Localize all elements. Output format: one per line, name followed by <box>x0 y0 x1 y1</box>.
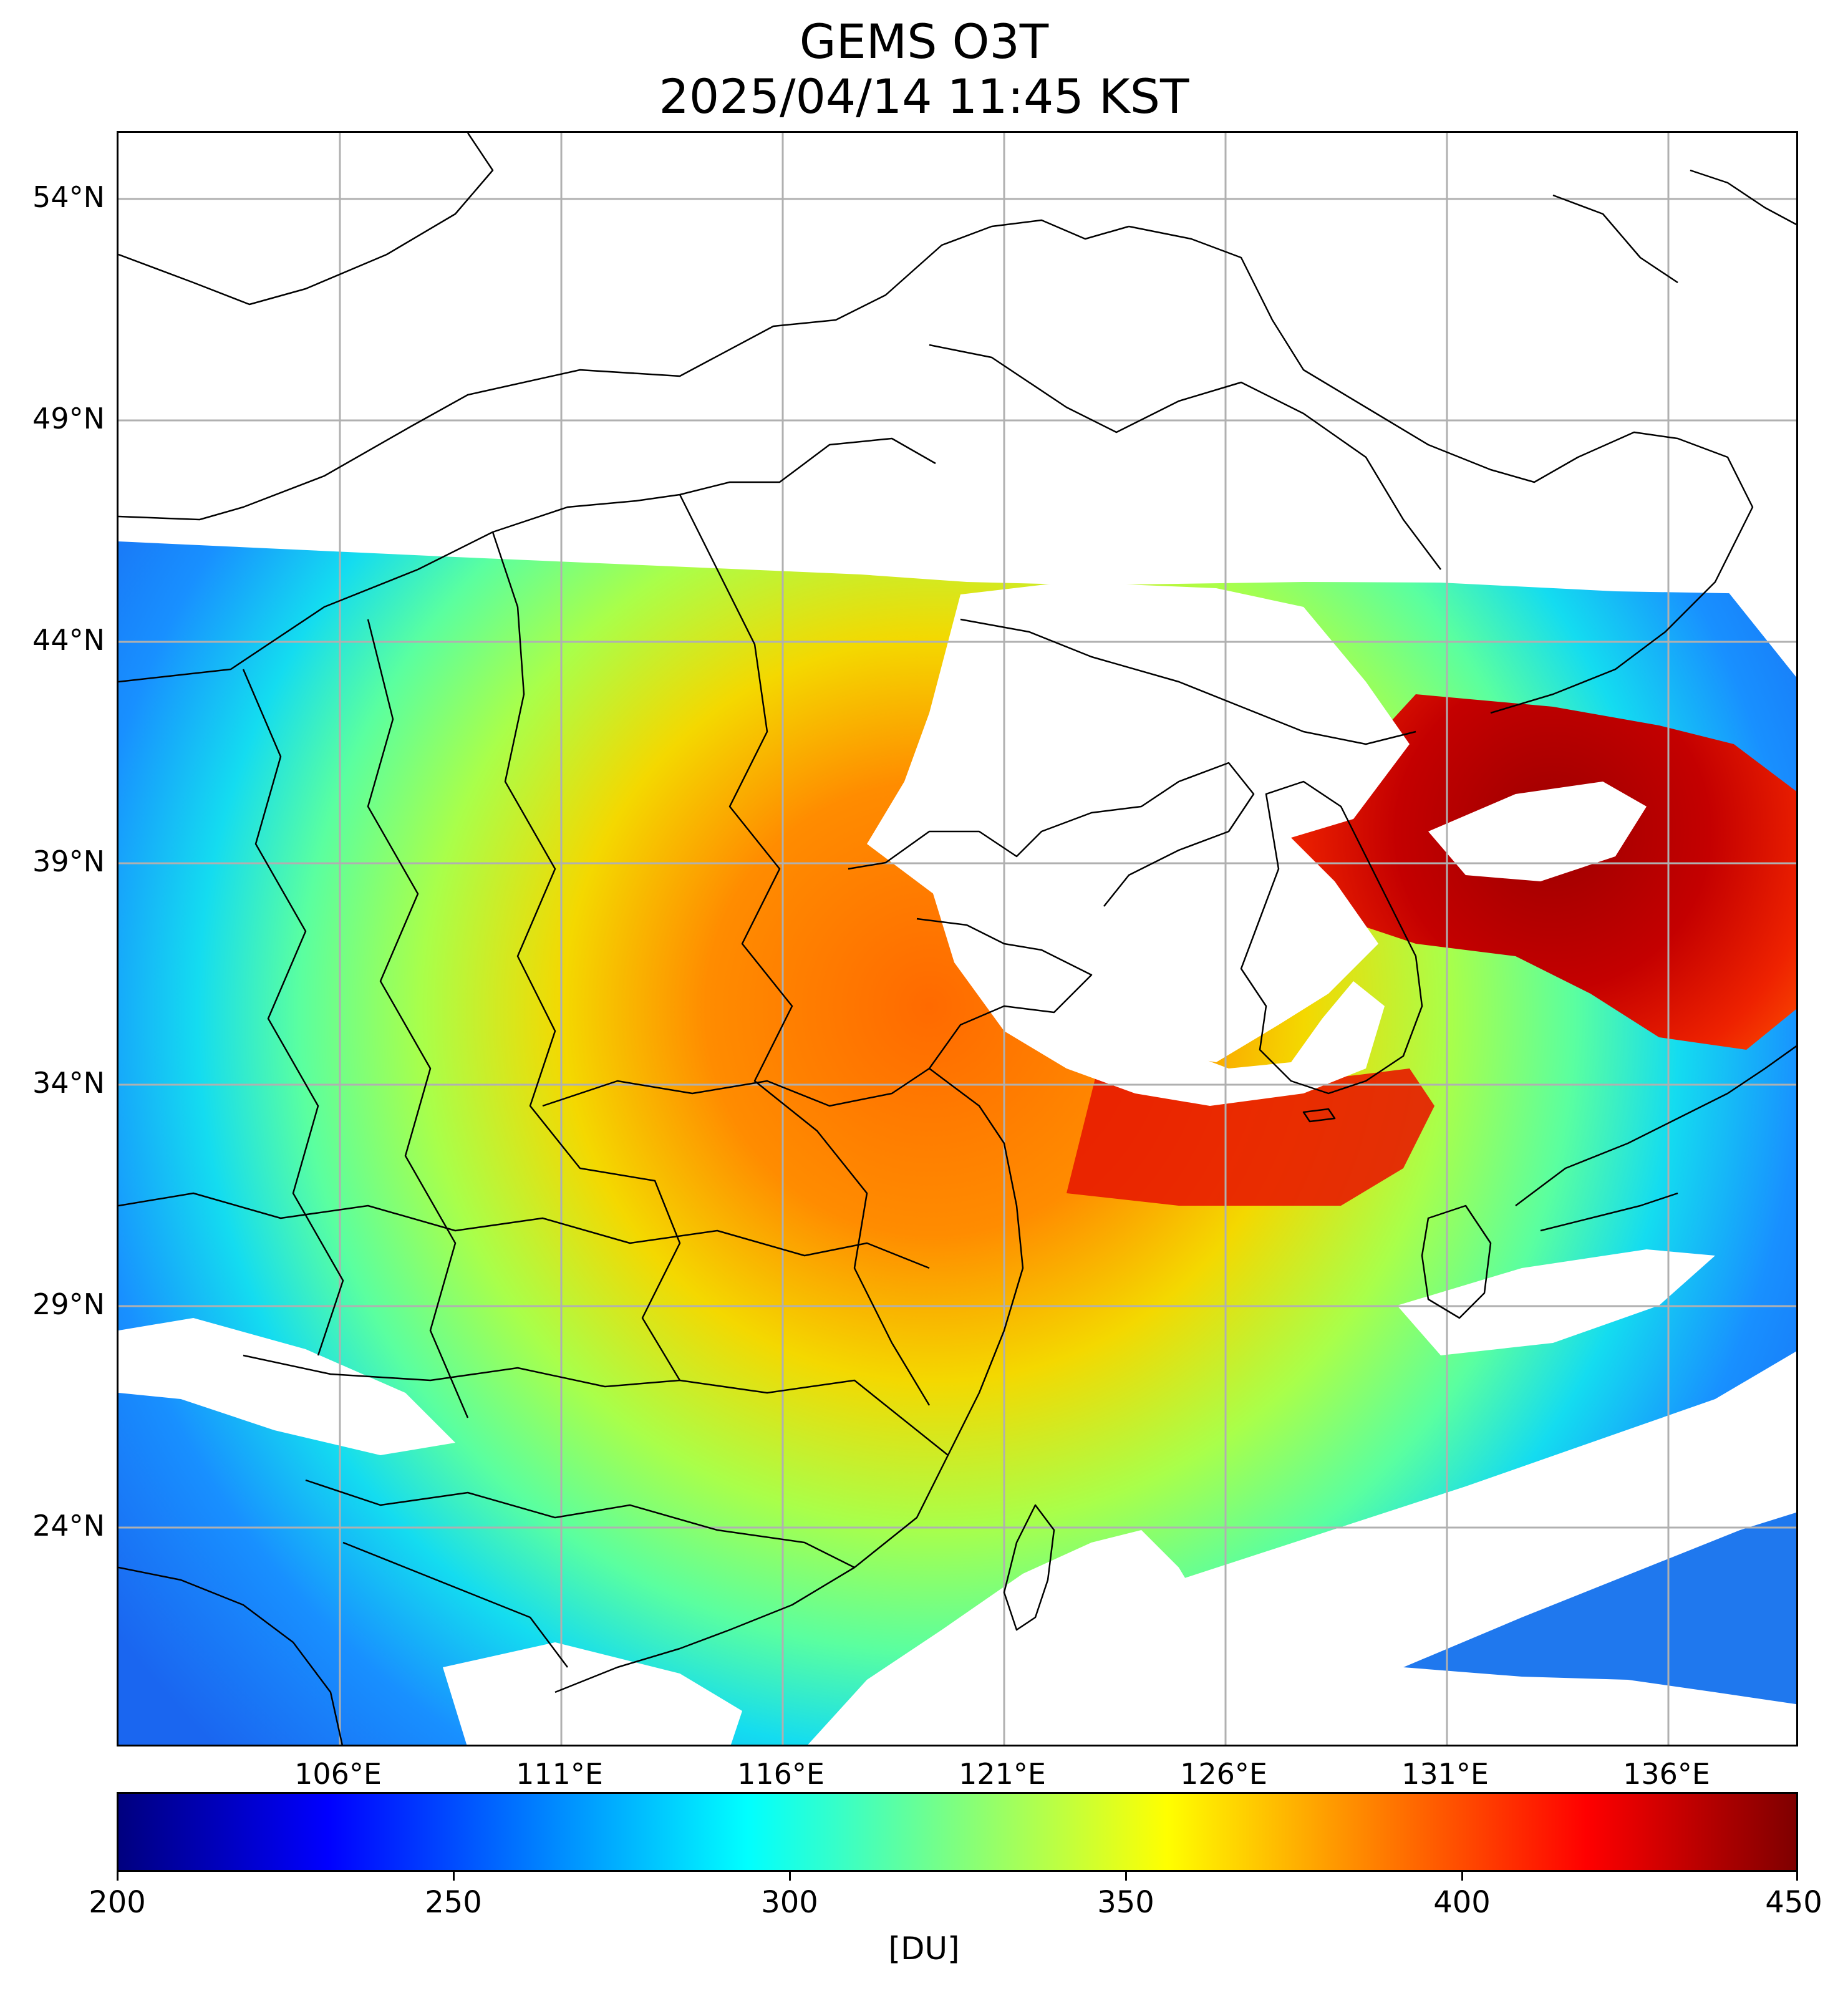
lon-label-126E: 126°E <box>1180 1757 1267 1791</box>
province-guangxi <box>342 1541 568 1668</box>
province-south-1 <box>243 1354 949 1456</box>
province-central-1 <box>542 1067 930 1107</box>
colorbar-tick <box>1461 1872 1463 1881</box>
coast-kyushu <box>1421 1204 1492 1319</box>
boundary-mongolia-china <box>119 219 1130 521</box>
lon-label-131E: 131°E <box>1401 1757 1489 1791</box>
coast-bohai <box>848 762 1255 907</box>
province-north-china-2 <box>679 494 931 1406</box>
colorbar-tick <box>1125 1872 1127 1881</box>
graticule <box>119 133 1796 1745</box>
boundary-russia-mongolia <box>119 133 494 306</box>
lat-label-54N: 54°N <box>32 180 105 214</box>
map-subtitle-timestamp: 2025/04/14 11:45 KST <box>659 69 1189 124</box>
cloud-mask-southwest <box>119 1318 455 1455</box>
coast-japan-honshu <box>1515 1045 1796 1206</box>
province-west-1 <box>242 669 344 1356</box>
lat-label-29N: 29°N <box>32 1287 105 1321</box>
boundary-jilin-liaoning <box>960 618 1416 745</box>
boundaries <box>119 133 1796 1745</box>
boundary-northeast <box>1128 225 1754 714</box>
cloud-mask-north <box>119 133 1796 594</box>
province-north-china-1 <box>491 531 681 1381</box>
lon-label-111E: 111°E <box>516 1757 603 1791</box>
colorbar-tick <box>453 1872 455 1881</box>
colorbar-label-250: 250 <box>425 1885 482 1920</box>
lon-label-121E: 121°E <box>959 1757 1046 1791</box>
ozone-band-southeast <box>1403 1512 1796 1705</box>
coast-shandong <box>916 918 1093 1069</box>
colorbar-label-200: 200 <box>89 1885 146 1920</box>
lon-label-116E: 116°E <box>737 1757 825 1791</box>
province-vietnam-laos <box>119 1566 343 1745</box>
colorbar-label-300: 300 <box>761 1885 818 1920</box>
lon-label-136E: 136°E <box>1623 1757 1710 1791</box>
lat-label-39N: 39°N <box>32 845 105 878</box>
lat-label-44N: 44°N <box>32 623 105 657</box>
colorbar-tick <box>789 1872 791 1881</box>
cloud-mask-japan-sea <box>1428 782 1647 881</box>
cloud-mask-yellow-sea <box>929 881 1385 1106</box>
lat-label-49N: 49°N <box>32 402 105 435</box>
coast-japan-shikoku <box>1540 1192 1678 1232</box>
coast-sakhalin <box>1552 194 1678 284</box>
colorbar-tick <box>1796 1872 1798 1881</box>
cloud-mask-south-coast <box>443 1642 742 1745</box>
map-panel[interactable] <box>117 131 1798 1746</box>
coast-taiwan <box>1003 1504 1055 1631</box>
coast-jeju <box>1302 1108 1336 1123</box>
lat-label-34N: 34°N <box>32 1066 105 1100</box>
province-south-2 <box>305 1479 855 1569</box>
colorbar-label-400: 400 <box>1433 1885 1491 1920</box>
province-central-2 <box>119 1192 930 1269</box>
colorbar-label-450: 450 <box>1765 1885 1822 1920</box>
lon-label-106E: 106°E <box>294 1757 382 1791</box>
boundary-heilongjiang <box>929 344 1441 570</box>
colorbar-label-350: 350 <box>1097 1885 1154 1920</box>
coast-korea <box>1240 780 1423 1095</box>
cloud-mask-kyushu-south <box>1397 1249 1715 1355</box>
boundary-inner-mongolia <box>119 437 936 683</box>
ozone-map <box>119 133 1796 1745</box>
province-west-2 <box>367 619 469 1418</box>
colorbar-tick <box>117 1872 119 1881</box>
lat-label-24N: 24°N <box>32 1509 105 1543</box>
coast-japan-hokkaido <box>1690 169 1796 226</box>
colorbar-unit-label: [DU] <box>888 1930 960 1967</box>
cloud-mask-south-china-sea <box>808 1530 1259 1745</box>
colorbar <box>117 1792 1798 1872</box>
map-title: GEMS O3T <box>799 14 1049 69</box>
